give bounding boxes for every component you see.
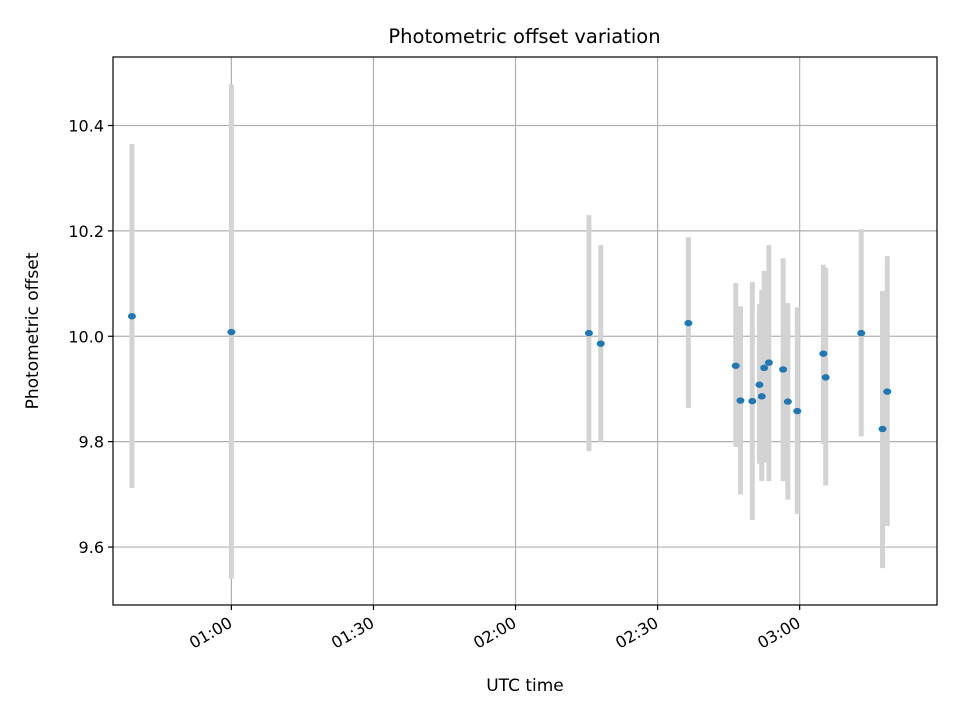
y-axis: 9.6 9.8 10.0 10.2 10.4 <box>68 117 113 557</box>
data-point <box>760 364 769 372</box>
plot-area <box>113 57 937 605</box>
data-point <box>783 398 792 405</box>
y-tick-label: 9.6 <box>79 538 104 557</box>
data-point <box>883 388 892 395</box>
data-point <box>748 397 757 405</box>
y-tick-label: 9.8 <box>79 433 104 452</box>
chart-title: Photometric offset variation <box>388 25 660 48</box>
data-point <box>793 407 802 415</box>
data-point <box>857 329 866 337</box>
data-point <box>819 350 828 357</box>
data-point <box>731 362 740 369</box>
data-point <box>127 313 136 320</box>
data-point <box>584 329 593 337</box>
data-point <box>821 374 830 381</box>
data-points <box>127 313 892 433</box>
data-point <box>596 340 605 347</box>
data-point <box>736 397 745 404</box>
data-point <box>757 393 766 400</box>
plot-frame <box>112 56 938 606</box>
data-point <box>779 366 788 373</box>
y-axis-title: Photometric offset <box>23 252 43 409</box>
x-axis-title: UTC time <box>486 676 564 696</box>
data-point <box>684 319 693 327</box>
y-tick-label: 10.0 <box>68 327 104 346</box>
y-tick-label: 10.4 <box>68 117 104 136</box>
y-tick-label: 10.2 <box>68 222 104 241</box>
data-point <box>755 381 764 388</box>
data-point <box>227 328 236 336</box>
data-point <box>878 425 887 433</box>
data-point <box>764 359 773 366</box>
